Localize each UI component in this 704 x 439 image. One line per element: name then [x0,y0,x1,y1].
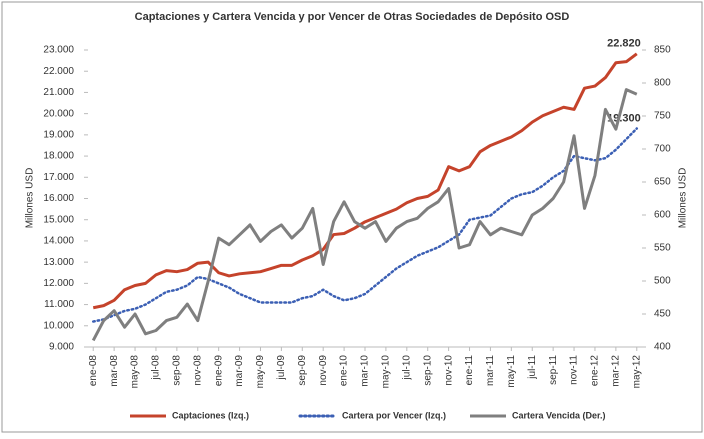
x-tick-label: may-11 [506,355,517,388]
x-tick-label: sep-11 [548,355,559,385]
legend-label: Cartera por Vencer (Izq.) [342,410,446,420]
y-tick-label: 22.000 [43,66,74,77]
y2-tick-label: 600 [654,210,671,221]
y-tick-label: 18.000 [43,151,74,162]
x-tick-label: nov-11 [569,355,580,385]
y2-tick-label: 500 [654,276,671,287]
x-tick-label: jul-10 [401,355,412,381]
y-tick-label: 12.000 [43,278,74,289]
x-tick-label: mar-09 [234,355,245,387]
x-tick-label: ene-12 [590,355,601,387]
x-tick-label: may-12 [631,355,642,389]
y2-tick-label: 450 [654,309,671,320]
x-tick-label: ene-11 [464,355,475,386]
y-tick-label: 13.000 [43,257,74,268]
series-line [91,127,639,323]
x-tick-label: sep-08 [171,355,182,386]
x-tick-label: jul-08 [151,355,162,381]
x-tick-label: may-09 [255,355,266,389]
x-tick-label: mar-08 [109,355,120,387]
y2-axis-label: Millones USD [678,168,689,229]
y2-tick-label: 650 [654,177,671,188]
x-tick-label: nov-10 [443,355,454,386]
x-tick-label: may-10 [381,355,392,389]
y-tick-label: 15.000 [43,214,74,225]
value-label: 19.300 [607,112,641,124]
x-tick-label: ene-09 [213,355,224,387]
series-line [91,88,638,342]
y-tick-label: 16.000 [43,193,74,204]
x-tick-label: jul-09 [276,355,287,381]
series-line [92,52,638,310]
x-tick-label: ene-10 [339,355,350,387]
x-tick-label: nov-09 [318,355,329,386]
y-tick-label: 11.000 [44,299,74,310]
x-tick-label: ene-08 [88,355,99,387]
y-tick-label: 14.000 [43,236,74,247]
y-tick-label: 10.000 [43,320,74,331]
y2-tick-label: 850 [654,45,671,56]
x-tick-label: may-08 [130,355,141,389]
y-tick-label: 17.000 [43,172,74,183]
legend-label: Captaciones (Izq.) [172,410,249,420]
x-tick-label: mar-12 [611,355,622,387]
y2-tick-label: 550 [654,243,671,254]
value-label: 22.820 [607,38,641,50]
y2-tick-label: 700 [654,144,671,155]
x-tick-label: mar-11 [485,355,496,386]
chart-title: Captaciones y Cartera Vencida y por Venc… [135,11,570,23]
x-tick-label: sep-09 [297,355,308,386]
y-tick-label: 9.000 [49,342,74,353]
x-tick-label: jul-11 [527,355,538,380]
y-tick-label: 19.000 [43,129,74,140]
y2-tick-label: 400 [654,342,671,353]
legend-label: Cartera Vencida (Der.) [512,410,606,420]
y-tick-label: 20.000 [43,108,74,119]
x-tick-label: sep-10 [422,355,433,386]
y-tick-label: 23.000 [43,45,74,56]
x-tick-label: nov-08 [192,355,203,386]
y-tick-label: 21.000 [43,87,74,98]
x-tick-label: mar-10 [360,355,371,387]
y2-tick-label: 750 [654,111,671,122]
y2-tick-label: 800 [654,78,671,89]
y-axis-label: Millones USD [25,168,36,229]
